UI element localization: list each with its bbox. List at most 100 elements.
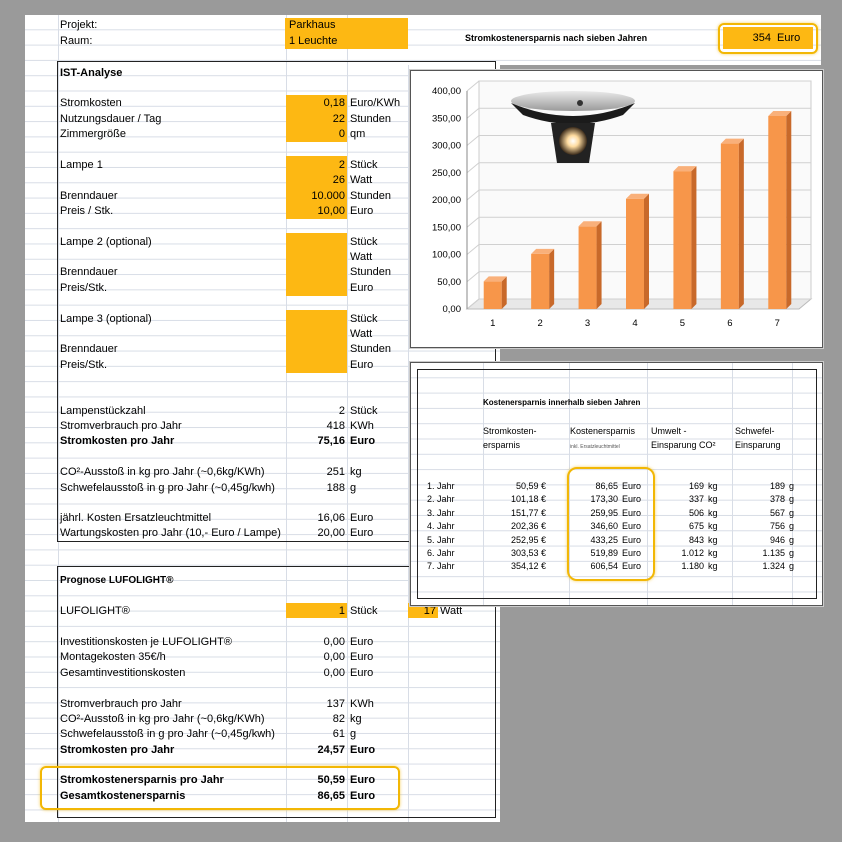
ist-row-unit: Stück bbox=[350, 236, 378, 248]
ist-row-value[interactable]: 10,00 bbox=[317, 205, 345, 217]
table-frame bbox=[417, 369, 817, 599]
table-row-schwefel-unit: g bbox=[789, 561, 795, 572]
table-row-schwefel: 189 bbox=[769, 481, 785, 491]
ist-row-label: Stromverbrauch pro Jahr bbox=[60, 420, 182, 432]
watt-unit: Watt bbox=[440, 605, 463, 617]
chart-bar bbox=[673, 171, 692, 309]
savings-unit: Euro bbox=[777, 32, 801, 44]
table-row-schwefel-unit: g bbox=[789, 534, 795, 545]
chart-bar bbox=[626, 198, 644, 309]
ist-row-value[interactable]: 22 bbox=[332, 113, 345, 125]
input-cells-2[interactable] bbox=[286, 156, 347, 219]
ist-row-value[interactable]: 16,06 bbox=[317, 512, 345, 524]
prognose-row-unit: Euro bbox=[350, 744, 376, 756]
ist-row-value[interactable]: 251 bbox=[326, 466, 345, 478]
ist-row-unit: Euro bbox=[350, 512, 374, 524]
chart-xtick-label: 4 bbox=[632, 318, 637, 329]
ist-row-value[interactable]: 418 bbox=[326, 420, 345, 432]
table-row-strom: 50,59 € bbox=[515, 481, 546, 491]
table-row-year: 6. Jahr bbox=[427, 548, 455, 558]
projekt-cell[interactable] bbox=[285, 18, 408, 49]
input-cells-3[interactable] bbox=[286, 233, 347, 296]
lufolight-label: LUFOLIGHT® bbox=[60, 605, 130, 617]
ist-row-value[interactable]: 0 bbox=[338, 128, 345, 140]
prognose-row-label: Stromkosten pro Jahr bbox=[60, 744, 175, 756]
table-row-year: 4. Jahr bbox=[427, 521, 455, 532]
ist-row-value[interactable]: 26 bbox=[332, 174, 345, 186]
table-row-schwefel: 567 bbox=[769, 507, 785, 518]
watt-value[interactable]: 17 bbox=[423, 605, 436, 617]
table-row-year: 5. Jahr bbox=[427, 534, 455, 545]
ist-row-unit: KWh bbox=[350, 420, 374, 432]
ist-row-value[interactable]: 20,00 bbox=[317, 527, 345, 539]
prognose-row-unit: Euro bbox=[350, 774, 376, 786]
chart-xtick-label: 1 bbox=[490, 318, 495, 329]
table-row-schwefel-unit: g bbox=[789, 548, 795, 558]
ist-row-value[interactable]: 2 bbox=[338, 159, 345, 171]
chart-bar-top bbox=[626, 193, 649, 199]
lamp-icon bbox=[511, 91, 635, 163]
lufolight-cell[interactable] bbox=[286, 603, 347, 618]
header-strom-2: ersparnis bbox=[483, 440, 521, 450]
projekt-value[interactable]: Parkhaus bbox=[289, 19, 336, 31]
ist-heading: IST-Analyse bbox=[60, 67, 123, 79]
ist-row-unit: Euro bbox=[350, 282, 374, 294]
chart-bar-side bbox=[644, 193, 649, 309]
chart-ytick-label: 100,00 bbox=[432, 250, 461, 261]
chart-bar-top bbox=[768, 111, 792, 117]
header-schwefel-2: Einsparung bbox=[735, 440, 781, 450]
ist-row-value[interactable]: 10.000 bbox=[311, 190, 345, 202]
table-row-strom: 252,95 € bbox=[510, 534, 546, 545]
input-cells-4[interactable] bbox=[286, 310, 347, 373]
lufolight-value[interactable]: 1 bbox=[338, 605, 345, 617]
table-row-schwefel: 946 bbox=[769, 534, 785, 545]
table-row-year: 1. Jahr bbox=[427, 481, 455, 491]
ist-row-value[interactable]: 75,16 bbox=[317, 435, 345, 447]
prognose-row-value: 86,65 bbox=[317, 790, 345, 802]
table-row-strom: 354,12 € bbox=[510, 561, 546, 572]
table-row-kosten-unit: Euro bbox=[622, 561, 642, 572]
lamp-image bbox=[511, 89, 636, 169]
prognose-row-value: 24,57 bbox=[317, 744, 345, 756]
prognose-heading: Prognose LUFOLIGHT® bbox=[60, 575, 174, 586]
table-row-co2: 675 bbox=[688, 521, 704, 532]
prognose-row-value: 0,00 bbox=[323, 651, 345, 663]
ist-row-label: Lampe 1 bbox=[60, 159, 103, 171]
chart-bar-top bbox=[673, 166, 697, 172]
header-strom-1: Stromkosten- bbox=[483, 426, 537, 436]
chart-gridline-side bbox=[466, 135, 480, 146]
prognose-row-unit: g bbox=[350, 728, 357, 740]
prognose-row-label: Gesamtkostenersparnis bbox=[60, 790, 186, 802]
ist-row-unit: kg bbox=[350, 466, 362, 478]
chart-ytick-label: 50,00 bbox=[437, 277, 461, 288]
table-row-co2-unit: kg bbox=[708, 561, 718, 572]
chart-bar-side bbox=[786, 111, 792, 309]
input-cells-1[interactable] bbox=[286, 95, 347, 142]
ist-row-unit: Stück bbox=[350, 159, 378, 171]
ist-row-value[interactable]: 188 bbox=[326, 482, 345, 494]
savings-highlight bbox=[718, 23, 818, 54]
ist-row-value[interactable]: 2 bbox=[338, 405, 345, 417]
ist-row-label: CO²-Ausstoß in kg pro Jahr (~0,6kg/KWh) bbox=[60, 466, 265, 478]
table-row-co2-unit: kg bbox=[708, 548, 718, 558]
savings-cell bbox=[723, 27, 813, 49]
chart-gridline-side bbox=[466, 107, 480, 119]
chart-ytick-label: 200,00 bbox=[432, 195, 461, 206]
table-row-co2-unit: kg bbox=[708, 534, 718, 545]
prognose-row-value: 82 bbox=[332, 713, 345, 725]
raum-value[interactable]: 1 Leuchte bbox=[289, 35, 338, 47]
table-row-co2-unit: kg bbox=[708, 507, 718, 518]
prognose-row-value: 61 bbox=[332, 728, 345, 740]
table-row-year: 2. Jahr bbox=[427, 494, 455, 505]
prognose-row-label: Montagekosten 35€/h bbox=[60, 651, 166, 663]
ist-row-value[interactable]: 0,18 bbox=[323, 97, 345, 109]
ist-row-unit: Euro bbox=[350, 359, 374, 371]
ist-row-label: Preis/Stk. bbox=[60, 282, 108, 294]
chart-xtick-label: 5 bbox=[680, 318, 685, 329]
prognose-row-unit: kg bbox=[350, 713, 362, 725]
table-row-kosten-unit: Euro bbox=[622, 534, 642, 545]
ist-row-unit: Stück bbox=[350, 405, 378, 417]
chart-panel: 0,00 50,00 100,00 150,00 200,00 250,00 300,00 3… bbox=[410, 70, 823, 348]
watt-cell[interactable] bbox=[408, 603, 438, 618]
ist-row-unit: Watt bbox=[350, 174, 373, 186]
